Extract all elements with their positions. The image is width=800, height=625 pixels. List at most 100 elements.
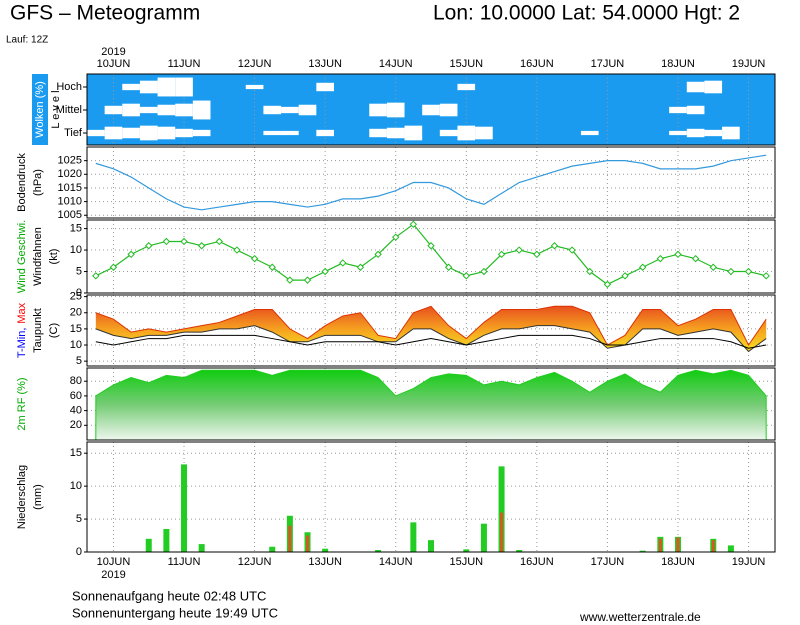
cloud-cover xyxy=(175,128,193,138)
y-tick-label: 1010 xyxy=(58,196,82,208)
y-axis-label: Niederschlag xyxy=(16,465,28,529)
sunrise: Sonnenaufgang heute 02:48 UTC xyxy=(72,588,266,603)
sunset: Sonnenuntergang heute 19:49 UTC xyxy=(72,605,278,620)
panel-frame xyxy=(86,219,776,294)
marker xyxy=(215,237,224,246)
level-label: Hoch xyxy=(56,81,82,93)
x-tick-label: 17JUN xyxy=(591,556,625,568)
bar xyxy=(658,538,662,552)
marker xyxy=(603,280,612,289)
bar xyxy=(639,550,646,552)
cloud-cover xyxy=(457,125,476,141)
cloud-cover xyxy=(122,83,140,91)
bar xyxy=(145,538,152,552)
marker xyxy=(515,246,523,254)
label-bg xyxy=(32,74,48,145)
bar xyxy=(727,545,734,552)
y-tick-label: 15 xyxy=(70,447,82,459)
bar xyxy=(375,550,382,552)
cloud-cover xyxy=(686,128,705,138)
x-tick-label: 19JUN xyxy=(732,58,766,70)
y-axis-label: Taupunkt xyxy=(32,308,44,353)
marker xyxy=(392,233,400,241)
cloud-cover xyxy=(686,105,705,115)
marker xyxy=(462,272,470,280)
cloud-cover xyxy=(580,130,599,136)
y-tick-label: 5 xyxy=(76,355,82,367)
x-tick-label: 16JUN xyxy=(520,556,554,568)
area xyxy=(95,369,767,441)
cloud-cover xyxy=(669,106,687,114)
cloud-cover xyxy=(439,103,458,117)
marker xyxy=(374,250,382,259)
cloud-cover xyxy=(369,103,387,117)
marker xyxy=(321,267,329,276)
marker xyxy=(409,220,418,229)
cloud-cover xyxy=(157,104,176,116)
level-label: Mittel xyxy=(56,104,82,116)
bar xyxy=(198,544,205,552)
y-tick-label: 10 xyxy=(70,480,82,492)
marker xyxy=(233,246,241,254)
y-axis-label-part: Windfahnen xyxy=(32,227,44,286)
y-axis-label: Bodendruck xyxy=(16,153,28,212)
marker xyxy=(638,263,647,271)
marker xyxy=(339,259,347,267)
y-axis-label-part: Taupunkt xyxy=(32,308,44,353)
cloud-cover xyxy=(104,105,123,115)
bar xyxy=(516,550,523,552)
y-axis-label-part: L e v e l xyxy=(50,90,62,128)
y-tick-label: 0 xyxy=(76,546,82,558)
y-axis-label: Wind Geschwi. xyxy=(16,220,28,293)
marker xyxy=(268,263,276,271)
cloud-cover xyxy=(175,77,193,97)
cloud-cover xyxy=(157,77,176,97)
bar xyxy=(480,523,487,552)
marker xyxy=(427,242,435,250)
marker xyxy=(109,263,118,271)
cloud-cover xyxy=(316,82,334,92)
cloud-cover xyxy=(475,126,493,140)
panel-frame xyxy=(86,367,776,441)
y-axis-label-part: (C) xyxy=(48,323,60,338)
line xyxy=(95,334,767,349)
panel-frame xyxy=(86,73,776,146)
y-tick-label: 1015 xyxy=(58,182,82,194)
marker xyxy=(727,267,735,276)
cloud-cover xyxy=(457,83,476,91)
x-tick-label: 17JUN xyxy=(591,58,625,70)
x-tick-label: 18JUN xyxy=(661,556,695,568)
y-axis-label: (mm) xyxy=(32,484,44,510)
y-tick-label: 10 xyxy=(70,339,82,351)
marker xyxy=(497,250,506,259)
marker xyxy=(444,263,453,271)
y-axis-label-part: Wind Geschwi. xyxy=(16,220,28,293)
cloud-cover xyxy=(139,125,158,141)
bar xyxy=(322,548,329,552)
x-tick-label: 13JUN xyxy=(308,58,342,70)
marker xyxy=(621,272,629,280)
bar xyxy=(288,525,292,552)
y-tick-label: 20 xyxy=(70,307,82,319)
cloud-cover xyxy=(175,103,193,117)
marker xyxy=(533,250,541,259)
marker xyxy=(162,237,171,246)
y-tick-label: 60 xyxy=(70,390,82,402)
marker xyxy=(656,254,665,263)
cloud-cover xyxy=(104,126,123,140)
bar xyxy=(181,464,188,552)
line xyxy=(95,154,767,211)
bar xyxy=(463,549,470,552)
cloud-cover xyxy=(263,105,282,115)
cloud-cover xyxy=(439,129,458,137)
cloud-cover xyxy=(263,130,282,136)
y-tick-label: 1005 xyxy=(58,209,82,221)
x-tick-label: 10JUN xyxy=(97,556,131,568)
cloud-cover xyxy=(139,80,158,94)
cloud-cover xyxy=(722,126,740,140)
level-label: Tief xyxy=(64,127,83,139)
x-tick-label: 14JUN xyxy=(379,556,413,568)
x-tick-label: 10JUN xyxy=(97,58,131,70)
cloud-cover xyxy=(245,84,264,90)
